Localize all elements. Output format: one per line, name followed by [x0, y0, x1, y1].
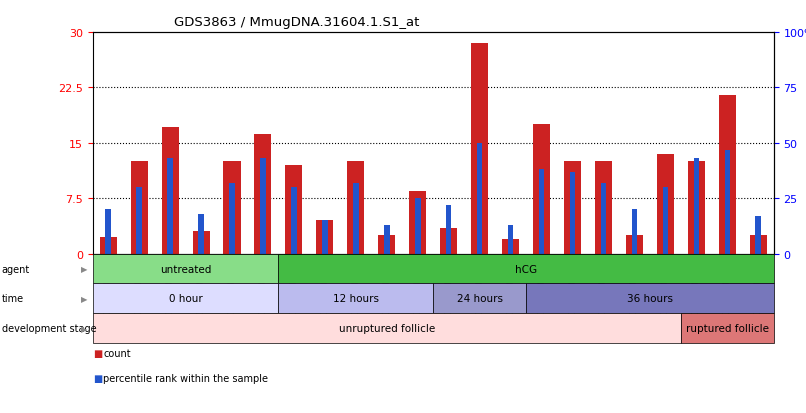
- Bar: [223, 162, 240, 254]
- Bar: [725, 150, 730, 254]
- Bar: [353, 183, 359, 254]
- Bar: [347, 162, 364, 254]
- Bar: [508, 225, 513, 254]
- Bar: [193, 232, 210, 254]
- Text: development stage: development stage: [2, 323, 96, 333]
- Text: untreated: untreated: [160, 264, 211, 274]
- Text: ▶: ▶: [81, 294, 87, 303]
- Bar: [755, 216, 761, 254]
- Bar: [446, 205, 451, 254]
- Bar: [168, 159, 172, 254]
- Bar: [322, 221, 328, 254]
- Bar: [595, 162, 612, 254]
- Bar: [409, 191, 426, 254]
- Text: count: count: [103, 349, 131, 358]
- Bar: [255, 135, 272, 254]
- Text: ▶: ▶: [81, 324, 87, 333]
- Text: agent: agent: [2, 264, 30, 274]
- Bar: [533, 125, 550, 254]
- Bar: [291, 188, 297, 254]
- Bar: [131, 162, 147, 254]
- Bar: [100, 238, 117, 254]
- Bar: [600, 183, 606, 254]
- Text: percentile rank within the sample: percentile rank within the sample: [103, 373, 268, 383]
- Bar: [564, 162, 581, 254]
- Bar: [384, 225, 389, 254]
- Bar: [626, 235, 643, 254]
- Bar: [106, 210, 111, 254]
- Bar: [502, 239, 519, 254]
- Bar: [719, 96, 736, 254]
- Bar: [750, 235, 767, 254]
- Bar: [285, 166, 302, 254]
- Text: 24 hours: 24 hours: [457, 294, 503, 304]
- Text: 36 hours: 36 hours: [627, 294, 673, 304]
- Bar: [632, 210, 638, 254]
- Text: 0 hour: 0 hour: [168, 294, 202, 304]
- Bar: [538, 170, 544, 254]
- Text: ■: ■: [93, 349, 102, 358]
- Bar: [472, 44, 488, 254]
- Bar: [663, 188, 668, 254]
- Bar: [694, 159, 699, 254]
- Text: GDS3863 / MmugDNA.31604.1.S1_at: GDS3863 / MmugDNA.31604.1.S1_at: [174, 16, 420, 29]
- Bar: [161, 127, 179, 254]
- Text: ▶: ▶: [81, 264, 87, 273]
- Bar: [229, 183, 235, 254]
- Text: unruptured follicle: unruptured follicle: [339, 323, 435, 333]
- Bar: [136, 188, 142, 254]
- Bar: [657, 154, 674, 254]
- Text: time: time: [2, 294, 23, 304]
- Text: ■: ■: [93, 373, 102, 383]
- Bar: [688, 162, 705, 254]
- Text: hCG: hCG: [515, 264, 537, 274]
- Bar: [570, 172, 575, 254]
- Bar: [440, 228, 457, 254]
- Bar: [415, 199, 421, 254]
- Bar: [317, 221, 334, 254]
- Bar: [198, 214, 204, 254]
- Text: ruptured follicle: ruptured follicle: [686, 323, 769, 333]
- Bar: [260, 159, 266, 254]
- Bar: [477, 143, 483, 254]
- Text: 12 hours: 12 hours: [333, 294, 379, 304]
- Bar: [378, 235, 395, 254]
